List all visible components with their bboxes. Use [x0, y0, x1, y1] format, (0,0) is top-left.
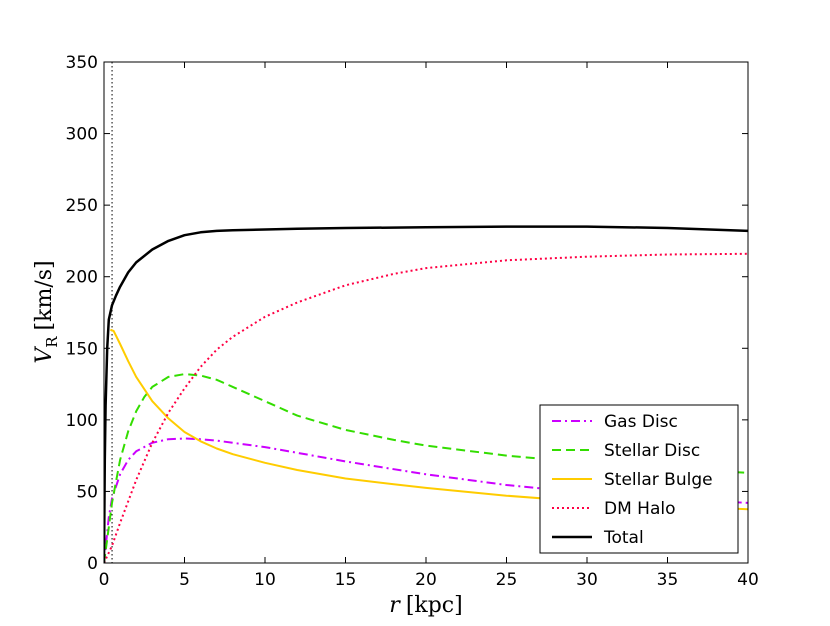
- x-axis-label: r [kpc]: [389, 593, 462, 618]
- legend-label: Stellar Disc: [604, 441, 700, 461]
- x-tick-label: 30: [576, 570, 598, 590]
- tick-layer: 0 5 10 15 20 25 30 35 40 0 50 100 150 200 250 300 350: [66, 53, 759, 590]
- series-layer: [104, 62, 748, 563]
- x-tick-label: 5: [179, 570, 190, 590]
- x-tick-label: 25: [496, 570, 518, 590]
- series-line-stellar-disc: [104, 373, 748, 563]
- y-tick-label: 200: [66, 268, 98, 288]
- y-tick-label: 250: [66, 196, 98, 216]
- x-tick-label: 40: [737, 570, 759, 590]
- legend-label: Stellar Bulge: [604, 470, 713, 490]
- y-tick-label: 300: [66, 125, 98, 145]
- series-line-gas-disc: [104, 437, 748, 563]
- y-tick-label: 100: [66, 411, 98, 431]
- series-line-total: [104, 225, 748, 563]
- y-tick-label: 0: [87, 554, 98, 574]
- y-tick-label: 50: [76, 482, 98, 502]
- series-line-dm-halo: [104, 252, 748, 563]
- legend-label: Gas Disc: [604, 412, 678, 432]
- y-tick-label: 350: [66, 53, 98, 73]
- y-tick-label: 150: [66, 339, 98, 359]
- series-line-stellar-bulge: [110, 328, 748, 511]
- legend-label: DM Halo: [604, 499, 676, 519]
- x-tick-label: 0: [99, 570, 110, 590]
- x-tick-label: 20: [415, 570, 437, 590]
- x-tick-label: 35: [657, 570, 679, 590]
- legend: Gas Disc Stellar Disc Stellar Bulge DM Halo…: [539, 404, 739, 554]
- y-axis-label: VR[km/s]: [32, 260, 61, 363]
- legend-label: Total: [603, 528, 644, 548]
- x-tick-label: 10: [254, 570, 276, 590]
- x-tick-label: 15: [335, 570, 357, 590]
